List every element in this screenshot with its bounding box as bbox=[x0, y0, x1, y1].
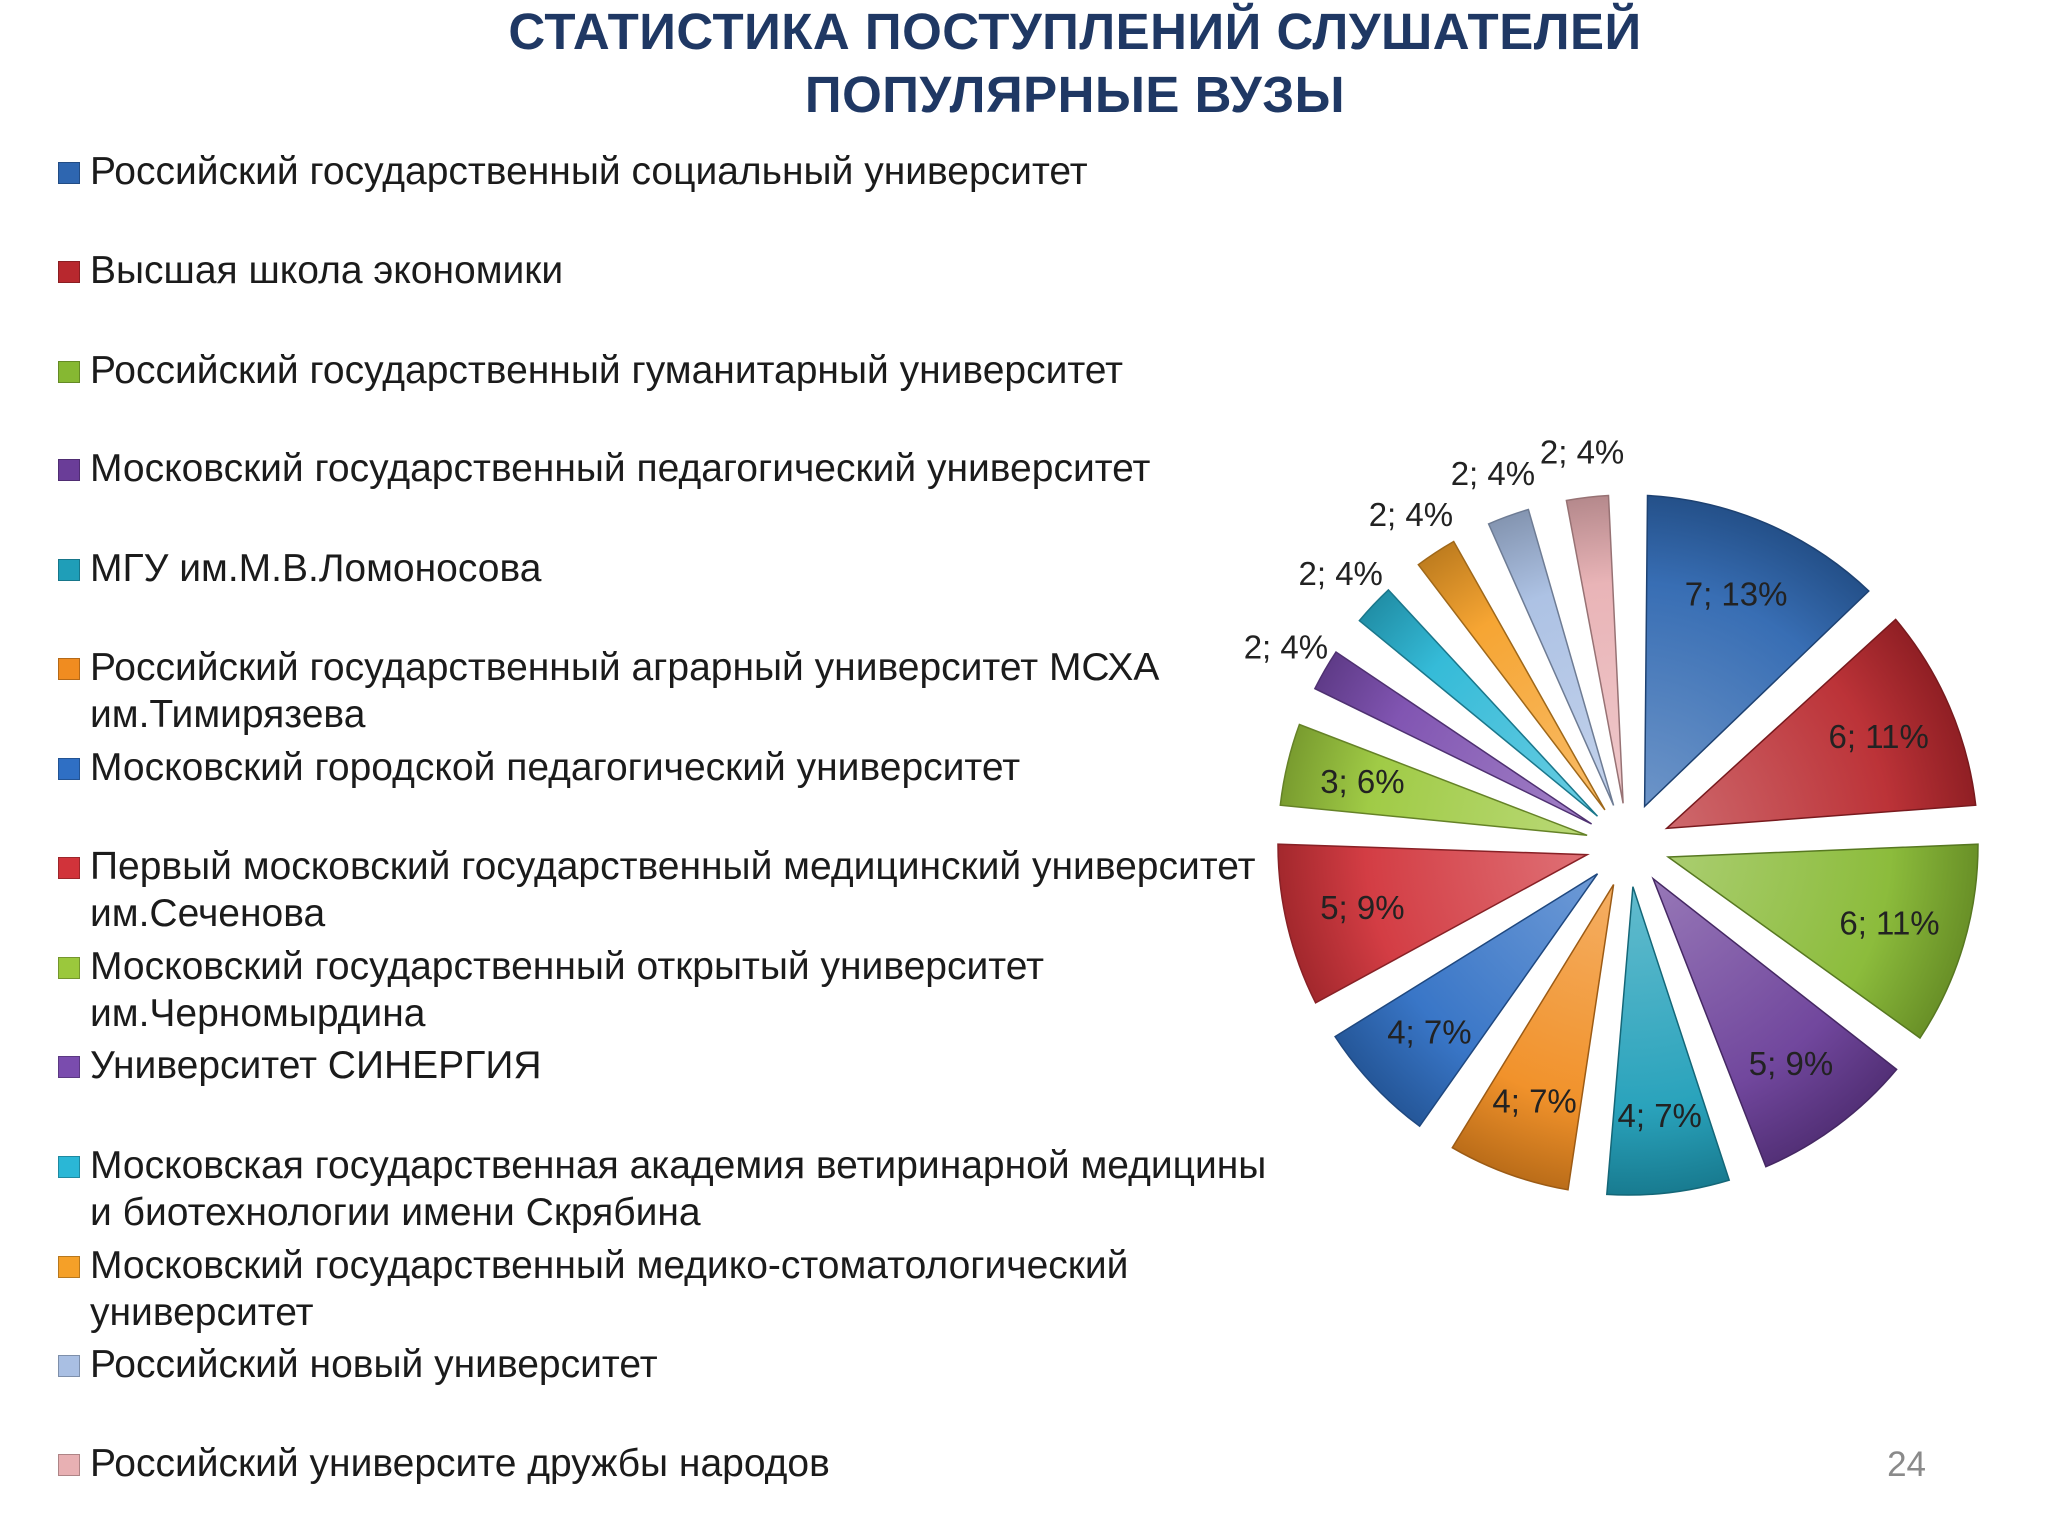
pie-data-label: 3; 6% bbox=[1320, 763, 1404, 800]
legend-item: МГУ им.М.В.Ломоносова bbox=[58, 545, 541, 592]
legend-item: Российский университе дружбы народов bbox=[58, 1440, 830, 1487]
legend-swatch bbox=[58, 1256, 80, 1278]
pie-slice bbox=[1643, 494, 1870, 809]
pie-data-label: 7; 13% bbox=[1685, 575, 1788, 612]
pie-data-label: 4; 7% bbox=[1618, 1097, 1702, 1134]
legend-item: Университет СИНЕРГИЯ bbox=[58, 1042, 542, 1089]
pie-data-label: 5; 9% bbox=[1749, 1045, 1833, 1082]
pie-data-label: 6; 11% bbox=[1829, 718, 1929, 755]
pie-data-label: 4; 7% bbox=[1387, 1013, 1471, 1050]
pie-data-label: 2; 4% bbox=[1540, 434, 1624, 471]
legend-swatch bbox=[58, 261, 80, 283]
pie-slices bbox=[1277, 494, 1979, 1196]
pie-slice bbox=[1358, 588, 1599, 817]
legend-item: Московский городской педагогический унив… bbox=[58, 744, 1020, 791]
pie-slice bbox=[1417, 540, 1606, 811]
pie-data-label: 2; 4% bbox=[1369, 496, 1453, 533]
pie-chart: 7; 13% 6; 11% 6; 11% 5; 9% 4; 7% 4; 7% 4; 7% 5;… bbox=[1244, 434, 1979, 1196]
pie-slice bbox=[1664, 618, 1977, 830]
pie-data-label: 4; 7% bbox=[1492, 1083, 1576, 1120]
pie-slice bbox=[1651, 876, 1898, 1168]
legend-swatch bbox=[58, 1156, 80, 1178]
pie-slice bbox=[1313, 650, 1593, 825]
legend-label: Российский государственный социальный ун… bbox=[90, 150, 1088, 193]
legend-label: Университет СИНЕРГИЯ bbox=[90, 1044, 542, 1087]
legend-label: Российский новый университет bbox=[90, 1343, 658, 1386]
legend-swatch bbox=[58, 658, 80, 680]
pie-slice bbox=[1605, 886, 1731, 1196]
legend-label: Московский государственный педагогически… bbox=[90, 447, 1151, 490]
legend-label: Высшая школа экономики bbox=[90, 249, 564, 292]
pie-data-label: 2; 4% bbox=[1244, 629, 1328, 666]
pie-slice bbox=[1277, 843, 1590, 1004]
legend-swatch bbox=[58, 1056, 80, 1078]
pie-slice bbox=[1451, 884, 1615, 1191]
legend-item: Российский государственный аграрный унив… bbox=[58, 644, 1159, 738]
legend-swatch bbox=[58, 857, 80, 879]
legend-swatch bbox=[58, 459, 80, 481]
legend-swatch bbox=[58, 1454, 80, 1476]
legend-swatch bbox=[58, 162, 80, 184]
legend-label: Первый московский государственный медици… bbox=[90, 845, 1256, 935]
legend-item: Высшая школа экономики bbox=[58, 247, 563, 294]
legend-label: Российский университе дружбы народов bbox=[90, 1442, 830, 1485]
legend-item: Московский государственный медико-стомат… bbox=[58, 1242, 1128, 1336]
legend-swatch bbox=[58, 1355, 80, 1377]
page-number: 24 bbox=[1887, 1445, 1926, 1484]
legend-item: Московский государственный педагогически… bbox=[58, 445, 1150, 492]
legend-label: Российский государственный аграрный унив… bbox=[90, 646, 1160, 736]
legend-item: Московский государственный открытый унив… bbox=[58, 943, 1044, 1037]
pie-data-label: 2; 4% bbox=[1451, 455, 1535, 492]
legend-swatch bbox=[58, 758, 80, 780]
legend-swatch bbox=[58, 957, 80, 979]
title-line-1: СТАТИСТИКА ПОСТУПЛЕНИЙ СЛУШАТЕЛЕЙ bbox=[508, 3, 1642, 60]
pie-data-labels: 7; 13% 6; 11% 6; 11% 5; 9% 4; 7% 4; 7% 4; 7% 5;… bbox=[1244, 434, 1940, 1134]
legend-item: Российский государственный социальный ун… bbox=[58, 148, 1088, 195]
legend-item: Российский новый университет bbox=[58, 1341, 658, 1388]
legend-label: Московский государственный открытый унив… bbox=[90, 945, 1044, 1035]
pie-data-label: 6; 11% bbox=[1839, 904, 1939, 941]
legend-label: МГУ им.М.В.Ломоносова bbox=[90, 547, 542, 590]
pie-slice bbox=[1565, 494, 1624, 804]
legend-swatch bbox=[58, 361, 80, 383]
pie-slice bbox=[1334, 873, 1599, 1128]
pie-slice bbox=[1487, 508, 1615, 806]
slide-title: СТАТИСТИКА ПОСТУПЛЕНИЙ СЛУШАТЕЛЕЙ ПОПУЛЯ… bbox=[0, 0, 2048, 126]
legend-item: Российский государственный гуманитарный … bbox=[58, 347, 1123, 394]
title-line-2: ПОПУЛЯРНЫЕ ВУЗЫ bbox=[804, 66, 1346, 123]
pie-data-label: 5; 9% bbox=[1320, 889, 1404, 926]
pie-slice bbox=[1279, 723, 1588, 837]
legend-label: Московская государственная академия вети… bbox=[90, 1144, 1267, 1234]
legend-item: Московская государственная академия вети… bbox=[58, 1142, 1266, 1236]
legend-swatch bbox=[58, 559, 80, 581]
legend-label: Российский государственный гуманитарный … bbox=[90, 349, 1124, 392]
pie-slice bbox=[1665, 843, 1979, 1040]
pie-data-label: 2; 4% bbox=[1299, 555, 1383, 592]
legend-label: Московский городской педагогический унив… bbox=[90, 746, 1021, 789]
legend-label: Московский государственный медико-стомат… bbox=[90, 1244, 1129, 1334]
legend-item: Первый московский государственный медици… bbox=[58, 843, 1255, 937]
